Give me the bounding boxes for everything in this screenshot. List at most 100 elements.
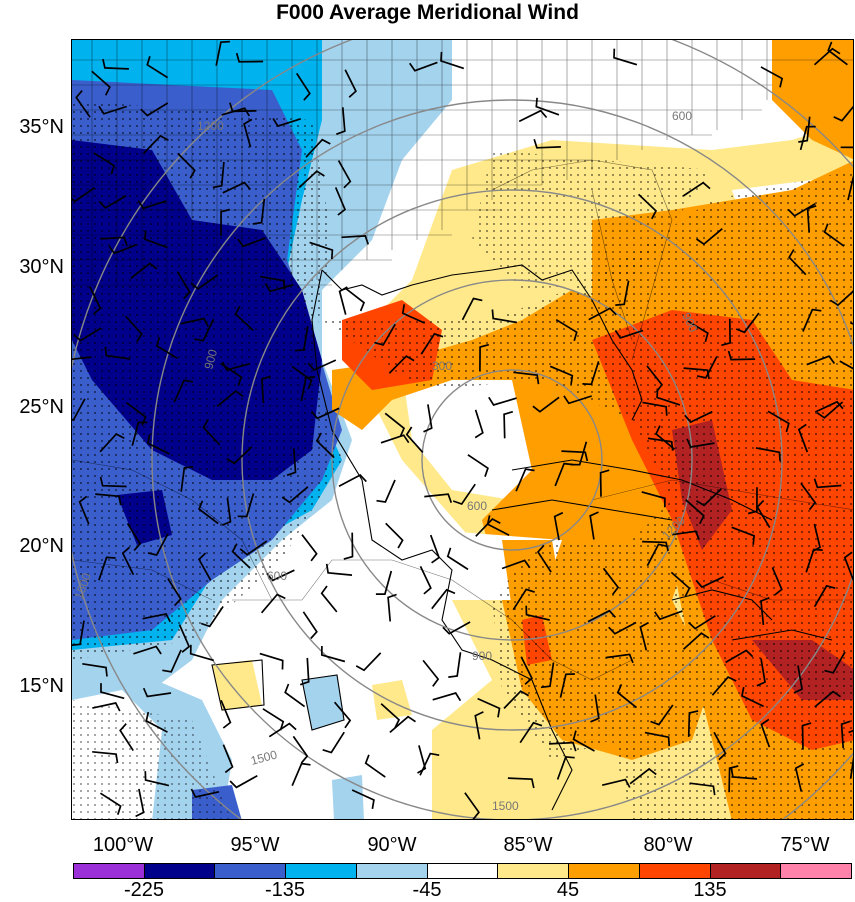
wind-barb [755, 447, 781, 462]
wind-barb [553, 511, 564, 541]
wind-barb [310, 407, 340, 420]
wind-barb [431, 588, 456, 610]
wind-barb [190, 274, 219, 290]
wind-barb [829, 290, 853, 307]
wind-barb [294, 326, 309, 352]
wind-barb [333, 701, 352, 729]
wind-barb [78, 495, 90, 525]
wind-barb [520, 656, 533, 685]
wind-barb [125, 315, 143, 343]
wind-barb [823, 223, 845, 247]
wind-barb [793, 665, 803, 694]
range-rings [72, 40, 853, 819]
longitude-label: 90°W [367, 834, 417, 856]
wind-barb [229, 774, 258, 789]
wind-barb [683, 367, 710, 380]
contour-label: 300 [432, 359, 452, 373]
wind-barb [656, 388, 681, 406]
wind-barb [72, 398, 86, 421]
wind-barb [515, 468, 535, 492]
latitude-label: 35°N [19, 116, 64, 138]
wind-barb [143, 230, 168, 249]
wind-barb [813, 584, 836, 608]
contour-label: 900 [472, 649, 492, 663]
wind-barb [98, 194, 127, 209]
wind-barb [548, 741, 577, 752]
contour-label: 600 [672, 109, 692, 123]
wind-barb [440, 51, 465, 70]
wind-barb [108, 243, 138, 255]
wind-barb [375, 570, 393, 595]
longitude-label: 95°W [230, 834, 280, 856]
wind-barb [727, 350, 756, 361]
wind-barb [615, 280, 630, 306]
wind-barb [351, 789, 375, 810]
wind-barb [695, 488, 722, 507]
contour-label: 600 [467, 499, 487, 513]
wind-barb [320, 645, 346, 663]
political-boundaries [72, 40, 853, 681]
wind-barb [72, 187, 95, 203]
colorbar-swatch [710, 864, 782, 878]
colorbar-swatch [639, 864, 711, 878]
latitude-label: 15°N [19, 675, 64, 697]
wind-barb [176, 271, 191, 300]
wind-barb [302, 611, 318, 640]
wind-barb [477, 697, 501, 718]
wind-barb [423, 404, 433, 433]
contour-label: 600 [267, 569, 287, 583]
wind-barb [281, 486, 309, 504]
wind-barb [798, 116, 811, 143]
wind-barb [614, 329, 644, 339]
wind-barb [686, 320, 709, 343]
wind-barb [419, 752, 440, 776]
wind-barb [572, 730, 595, 752]
wind-barb [501, 559, 531, 570]
wind-barb [671, 530, 700, 540]
wind-barb [602, 567, 620, 596]
wind-barb [429, 534, 441, 564]
wind-barb [629, 767, 657, 785]
wind-barb [229, 102, 257, 113]
wind-barb [146, 434, 170, 455]
map-title: F000 Average Meridional Wind [276, 1, 579, 24]
wind-barb [814, 690, 841, 708]
wind-barb [417, 745, 427, 774]
wind-barb [559, 673, 575, 698]
wind-barb [452, 483, 476, 506]
wind-barb [167, 578, 182, 607]
wind-barb [525, 605, 550, 621]
wind-barb [728, 765, 739, 793]
wind-barb [198, 500, 219, 525]
wind-barb [243, 118, 253, 148]
wind-barb [802, 308, 822, 332]
wind-barb [475, 517, 501, 537]
wind-barb [215, 40, 230, 66]
longitude-label: 75°W [780, 834, 830, 856]
wind-barb [713, 731, 727, 761]
wind-barb [616, 684, 638, 709]
wind-barb [642, 540, 669, 552]
wind-barb [334, 187, 347, 216]
wind-barb [806, 355, 836, 366]
wind-barb [341, 235, 370, 245]
contour-label: 1200 [197, 119, 224, 133]
wind-barb [794, 763, 805, 792]
wind-barb [638, 193, 658, 220]
wind-barb [89, 286, 102, 315]
wind-barb [220, 208, 231, 236]
wind-barb [760, 597, 770, 625]
wind-barb [222, 181, 251, 194]
wind-barb [235, 52, 264, 63]
wind-barb [145, 711, 168, 733]
wind-barb [474, 409, 484, 439]
wind-barb [200, 606, 224, 628]
wind-barb [315, 432, 335, 459]
wind-barbs [72, 40, 853, 819]
wind-barb [467, 454, 489, 477]
wind-barb [684, 410, 713, 424]
wind-barb [338, 473, 367, 487]
wind-barb [75, 90, 91, 118]
wind-barb [155, 337, 178, 360]
colorbar-label: 45 [556, 879, 580, 901]
